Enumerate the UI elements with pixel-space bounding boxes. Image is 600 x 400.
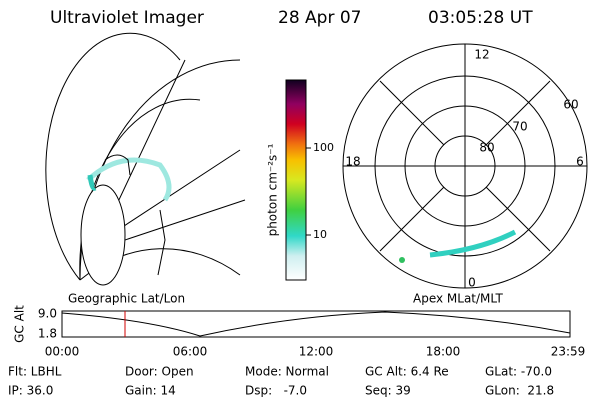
header: Ultraviolet Imager 28 Apr 07 03:05:28 UT [50, 8, 533, 28]
status-field: Gain: 14 [125, 384, 176, 398]
mlt-label: 6 [576, 155, 584, 169]
earth [80, 184, 126, 286]
x-label: 06:00 [173, 345, 208, 359]
arc [45, 32, 181, 281]
colorbar-scale [285, 79, 307, 281]
x-label: 12:00 [299, 345, 334, 359]
mlt-label: 0 [468, 276, 476, 290]
x-label: 18:00 [426, 345, 461, 359]
polar-plot: 12 18 6 0 60 70 80 [342, 43, 588, 290]
lat-label: 60 [563, 98, 578, 112]
x-label: 00:00 [45, 345, 80, 359]
timeline-frame [61, 310, 571, 338]
panel-label: Geographic Lat/Lon [68, 292, 185, 306]
x-label: 23:59 [551, 345, 586, 359]
timeline: GC Alt 9.0 1.8 00:00 06:00 12:00 18:00 2… [13, 305, 586, 359]
mlt-label: 18 [345, 155, 360, 169]
axis-label: GC Alt [13, 305, 27, 343]
title: Ultraviolet Imager [50, 8, 204, 28]
status-field: Dsp: -7.0 [245, 384, 307, 398]
aurora [87, 174, 97, 191]
status-field: GLat: -70.0 [485, 365, 552, 379]
y-label: 1.8 [38, 327, 57, 341]
mlt-label: 12 [474, 48, 489, 62]
status-field: IP: 36.0 [8, 384, 53, 398]
colorbar-label: photon cm⁻²s⁻¹ [266, 143, 280, 236]
lat-label: 80 [479, 141, 494, 155]
aurora [86, 157, 172, 202]
status-field: Flt: LBHL [8, 365, 62, 379]
tick-label: 10 [313, 228, 327, 241]
lat-label: 70 [512, 120, 527, 134]
y-label: 9.0 [38, 307, 57, 321]
status-field: GC Alt: 6.4 Re [365, 365, 449, 379]
status-field: GLon: 21.8 [485, 384, 554, 398]
footer: Flt: LBHL Door: Open Mode: Normal GC Alt: 6… [8, 365, 554, 398]
status-field: Mode: Normal [245, 365, 329, 379]
date: 28 Apr 07 [278, 8, 361, 28]
coast [104, 154, 166, 276]
aurora [429, 229, 517, 258]
colorbar: 100 10 photon cm⁻²s⁻¹ [266, 79, 334, 281]
altitude-curve [61, 311, 571, 337]
diagonal [379, 80, 551, 252]
status-field: Door: Open [125, 365, 194, 379]
panel-label: Apex MLat/MLT [413, 292, 503, 306]
time: 03:05:28 UT [428, 8, 533, 28]
status-field: Seq: 39 [365, 384, 411, 398]
aurora [399, 257, 405, 263]
geo-map [45, 32, 246, 286]
tick-label: 100 [313, 141, 334, 154]
